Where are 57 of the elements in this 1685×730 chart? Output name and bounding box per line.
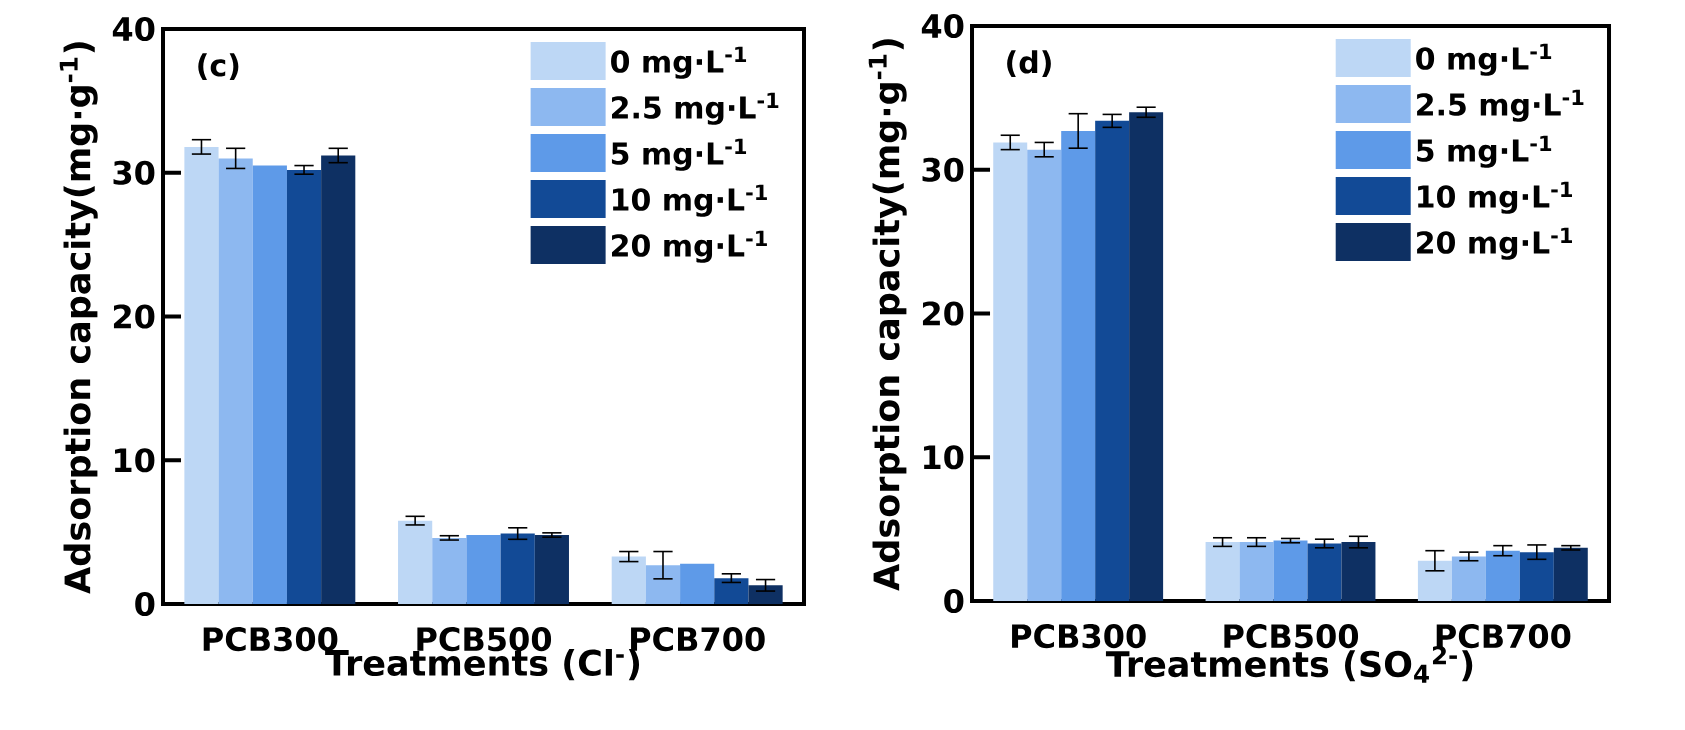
bar	[1205, 542, 1240, 601]
bar	[993, 142, 1028, 601]
y-tick-label: 40	[112, 16, 155, 42]
bar	[1341, 542, 1376, 601]
y-tick-label: 20	[922, 301, 964, 326]
bar	[1417, 560, 1452, 601]
bar	[714, 578, 749, 604]
y-tick-label: 10	[924, 445, 964, 470]
bar	[1553, 547, 1588, 601]
y-tick-label: 40	[921, 13, 964, 39]
legend-label: 5 mg·L$^{-1}$	[1417, 135, 1552, 168]
y-axis-title: Adsorption capacity(mg·g$^{-1}$)	[59, 42, 98, 594]
legend-label: 2.5 mg·L$^{-1}$	[1417, 89, 1584, 122]
bar	[680, 563, 715, 604]
legend-label: 2.5 mg·L$^{-1}$	[612, 92, 779, 125]
annotation: (d)	[1007, 50, 1051, 78]
bar	[1307, 543, 1342, 601]
legend-label: 10 mg·L$^{-1}$	[613, 184, 767, 217]
bar	[184, 146, 219, 604]
bar	[1273, 540, 1308, 601]
bar	[1485, 550, 1520, 601]
x-tick-label: PCB500	[417, 627, 552, 652]
annotation: (c)	[198, 53, 239, 81]
bar	[252, 165, 287, 604]
legend-label: 10 mg·L$^{-1}$	[1418, 181, 1572, 214]
bar	[1519, 552, 1554, 601]
y-tick-label: 30	[922, 157, 964, 182]
bar	[1027, 149, 1062, 601]
bar	[748, 585, 783, 604]
bar	[534, 535, 569, 604]
y-tick-label: 20	[113, 304, 155, 329]
legend-label: 20 mg·L$^{-1}$	[612, 230, 767, 263]
legend-label: 5 mg·L$^{-1}$	[611, 138, 747, 171]
bar	[500, 533, 535, 604]
x-tick-label: PCB500	[1224, 624, 1359, 649]
bar	[611, 556, 646, 604]
bar	[1095, 120, 1130, 601]
bar	[1061, 130, 1096, 601]
bar	[218, 158, 253, 604]
y-tick-label: 30	[113, 160, 155, 185]
bar	[321, 155, 356, 604]
bar	[432, 537, 467, 604]
bar	[286, 169, 322, 604]
y-tick-label: 0	[944, 588, 964, 614]
bar	[645, 565, 681, 604]
bar	[1129, 112, 1164, 601]
y-axis-title: Adsorption capacity(mg·g$^{-1}$)	[868, 39, 907, 591]
bar	[466, 535, 501, 604]
legend-label: 20 mg·L$^{-1}$	[1417, 227, 1572, 260]
bar	[1239, 542, 1274, 601]
bar	[398, 520, 433, 604]
legend-label: 0 mg·L$^{-1}$	[1416, 43, 1552, 76]
y-tick-label: 0	[135, 591, 155, 617]
legend-label: 0 mg·L$^{-1}$	[611, 46, 747, 79]
x-tick-label: PCB300	[203, 627, 338, 652]
bar	[1451, 556, 1486, 601]
y-tick-label: 10	[115, 448, 155, 473]
